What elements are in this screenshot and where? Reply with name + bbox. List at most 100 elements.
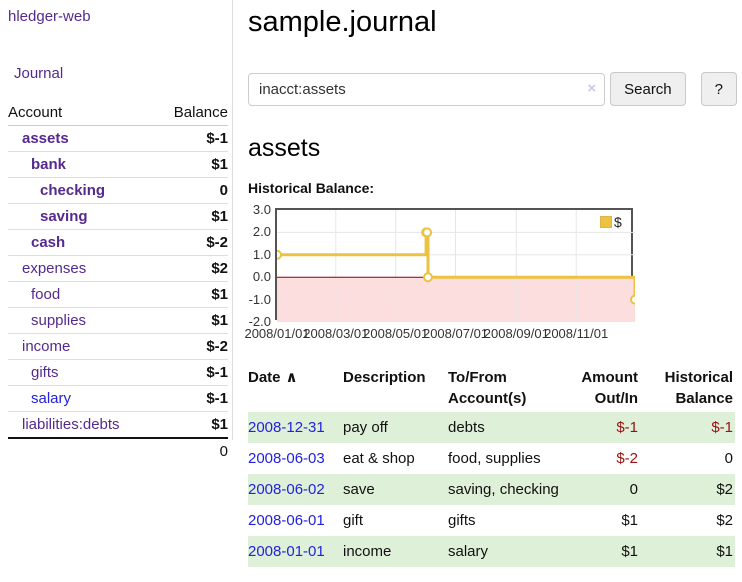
account-link-checking[interactable]: checking [40, 182, 106, 199]
account-balance: $1 [156, 151, 228, 178]
register-description: eat & shop [343, 450, 415, 467]
accounts-total-row: 0 [8, 437, 228, 464]
legend-swatch-icon [600, 216, 612, 228]
chart-plot-area[interactable] [275, 208, 635, 322]
register-date-link[interactable]: 2008-12-31 [248, 419, 325, 436]
x-axis-tick-label: 2008/03/01 [303, 326, 369, 341]
register-description: gift [343, 512, 364, 529]
account-link-bank[interactable]: bank [31, 156, 67, 173]
account-link-gifts[interactable]: gifts [31, 364, 59, 381]
account-balance: $-2 [156, 333, 228, 360]
chart-svg [277, 210, 635, 322]
account-link-saving[interactable]: saving [40, 208, 88, 225]
account-row: cash $-2 [8, 229, 228, 256]
help-button[interactable]: ? [700, 72, 737, 106]
sidebar: hledger-web Journal Account Balance asse… [0, 0, 233, 464]
register-balance: 0 [724, 450, 733, 467]
register-row: 2008-12-31 pay off debts $-1 $-1 [248, 412, 735, 443]
register-accounts: gifts [448, 512, 476, 529]
register-header-balance: Historical Balance [664, 369, 733, 407]
y-axis-tick-label: 2.0 [252, 224, 271, 240]
account-link-supplies[interactable]: supplies [31, 312, 87, 329]
main-content: sample.journal × Search ? assets Histori… [233, 0, 742, 567]
y-axis-tick-label: 0.0 [252, 269, 271, 285]
account-link-salary[interactable]: salary [31, 390, 72, 407]
register-amount: 0 [629, 481, 638, 498]
register-header-amount: Amount Out/In [581, 369, 638, 407]
account-balance: 0 [156, 177, 228, 204]
account-link-assets[interactable]: assets [22, 130, 69, 147]
x-axis-tick-label: 2008/01/01 [244, 326, 310, 341]
register-accounts: food, supplies [448, 450, 541, 467]
account-balance: $1 [156, 281, 228, 308]
search-box: × [248, 72, 606, 106]
account-balance: $-2 [156, 229, 228, 256]
app-title-link[interactable]: hledger-web [8, 8, 91, 25]
account-name-cell: saving [8, 203, 157, 230]
clear-search-icon[interactable]: × [587, 79, 597, 97]
register-amount: $-2 [616, 450, 638, 467]
account-link-cash[interactable]: cash [31, 234, 66, 251]
accounts-header-balance: Balance [156, 100, 228, 126]
account-row: supplies $1 [8, 307, 228, 334]
register-row: 2008-06-03 eat & shop food, supplies $-2 0 [248, 443, 735, 474]
page-title: sample.journal [248, 6, 437, 38]
accounts-header-row: Account Balance [8, 100, 228, 126]
register-balance: $2 [716, 512, 733, 529]
account-link-income[interactable]: income [22, 338, 71, 355]
account-name-cell: cash [8, 229, 157, 256]
register-date-link[interactable]: 2008-06-01 [248, 512, 325, 529]
account-name-cell: bank [8, 151, 157, 178]
accounts-total-spacer [8, 437, 157, 464]
register-description: pay off [343, 419, 388, 436]
register-row: 2008-06-01 gift gifts $1 $2 [248, 505, 735, 536]
account-link-expenses[interactable]: expenses [22, 260, 87, 277]
nav-journal-link[interactable]: Journal [14, 65, 64, 82]
register-date-link[interactable]: 2008-01-01 [248, 543, 325, 560]
account-name-cell: gifts [8, 359, 157, 386]
x-axis-tick-label: 2008/11/01 [544, 326, 609, 341]
account-name-cell: supplies [8, 307, 157, 334]
register-accounts: debts [448, 419, 485, 436]
account-row: salary $-1 [8, 385, 228, 412]
register-amount: $1 [621, 512, 638, 529]
register-date-cell: 2008-01-01 [248, 536, 343, 567]
register-balance: $1 [716, 543, 733, 560]
account-title: assets [248, 134, 321, 162]
account-row: liabilities:debts $1 [8, 411, 228, 439]
register-date-cell: 2008-06-02 [248, 474, 343, 505]
balance-chart[interactable]: $ 3.0 2.0 1.0 0.0 -1.0 -2.0 2008/01/01 2008/03/… [244, 202, 728, 344]
register-row: 2008-06-02 save saving, checking 0 $2 [248, 474, 735, 505]
account-link-food[interactable]: food [31, 286, 61, 303]
accounts-header-account: Account [8, 100, 157, 126]
register-header-row: Date ∧ Description To/From Account(s) Amo… [248, 364, 735, 412]
register-description: save [343, 481, 375, 498]
x-axis-tick-label: 2008/05/01 [363, 326, 429, 341]
register-header-description: Description [343, 369, 426, 386]
account-balance: $1 [156, 411, 228, 439]
account-balance: $-1 [156, 385, 228, 412]
accounts-total-balance: 0 [156, 437, 228, 464]
account-link-liabilities-debts[interactable]: liabilities:debts [22, 416, 120, 433]
register-date-cell: 2008-06-03 [248, 443, 343, 474]
register-date-link[interactable]: 2008-06-03 [248, 450, 325, 467]
account-row: assets $-1 [8, 125, 228, 152]
account-name-cell: salary [8, 385, 157, 412]
account-row: saving $1 [8, 203, 228, 230]
register-date-link[interactable]: 2008-06-02 [248, 481, 325, 498]
y-axis-tick-label: -2.0 [248, 314, 271, 329]
register-accounts: salary [448, 543, 489, 560]
account-row: expenses $2 [8, 255, 228, 282]
account-row: checking 0 [8, 177, 228, 204]
account-name-cell: checking [8, 177, 157, 204]
search-button[interactable]: Search [610, 72, 686, 106]
sort-asc-icon: ∧ [285, 369, 298, 386]
register-header-date[interactable]: Date ∧ [248, 369, 298, 386]
account-row: income $-2 [8, 333, 228, 360]
x-axis-tick-label: 2008/09/01 [483, 326, 549, 341]
register-balance: $2 [716, 481, 733, 498]
chart-legend: $ [599, 214, 623, 230]
legend-label: $ [614, 214, 622, 230]
search-input[interactable] [248, 72, 606, 106]
